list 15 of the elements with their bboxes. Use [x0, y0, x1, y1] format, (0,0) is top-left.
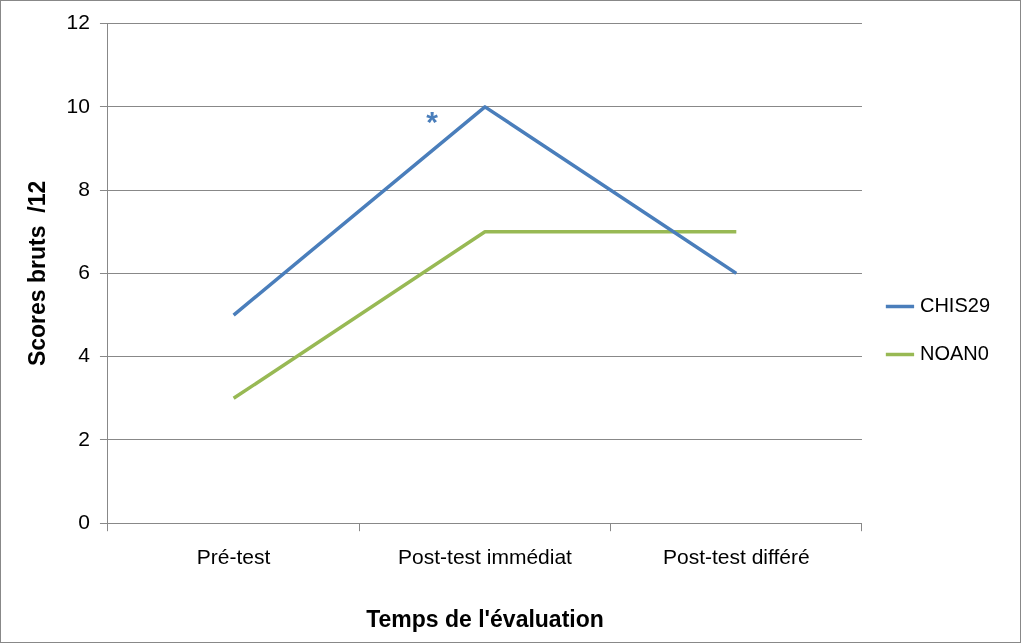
y-tick-label: 8 — [78, 176, 90, 200]
x-tick-label: Pré-test — [196, 544, 271, 568]
x-tick-label: Post-test immédiat — [398, 544, 573, 568]
y-tick-label: 10 — [66, 93, 90, 117]
y-tick-label: 6 — [78, 260, 90, 284]
legend-label: CHIS29 — [919, 294, 990, 317]
y-tick-label: 12 — [66, 10, 90, 34]
x-axis-title: Temps de l'évaluation — [366, 605, 604, 632]
y-tick-label: 4 — [78, 343, 91, 367]
y-axis-title: Scores bruts /12 — [24, 180, 51, 367]
y-tick-label: 0 — [78, 510, 90, 533]
y-tick-label: 2 — [78, 426, 90, 450]
annotation: * — [426, 104, 439, 138]
legend-label: NOAN0 — [919, 342, 989, 365]
x-tick-label: Post-test différé — [662, 544, 810, 568]
